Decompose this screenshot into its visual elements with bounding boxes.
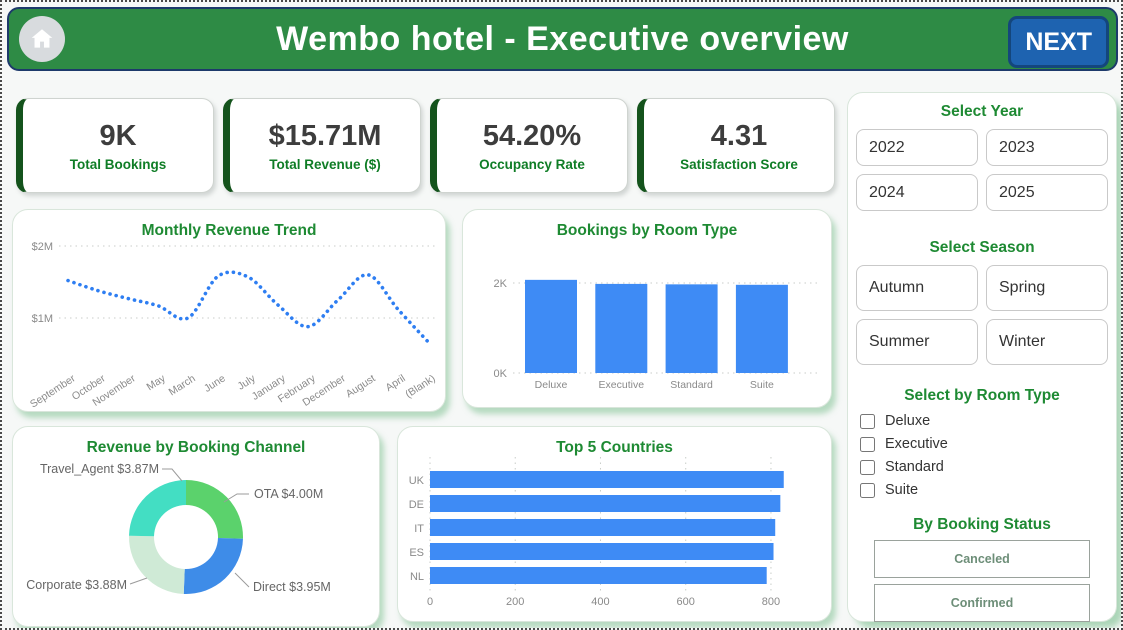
chart-title: Top 5 Countries <box>556 439 673 456</box>
kpi-occupancy-rate: 54.20% Occupancy Rate <box>430 98 628 193</box>
kpi-satisfaction-score: 4.31 Satisfaction Score <box>637 98 835 193</box>
checkbox-label: Standard <box>885 459 944 475</box>
season-option-spring[interactable]: Spring <box>986 265 1108 311</box>
home-button[interactable] <box>19 16 65 62</box>
executive-checkbox[interactable] <box>860 436 875 452</box>
kpi-value: 9K <box>99 119 137 152</box>
bookings-by-room-type-card: Bookings by Room Type 2K 0K Deluxe Executiv… <box>462 209 832 408</box>
monthly-revenue-trend-card: Monthly Revenue Trend $2M $1M September Oct… <box>12 209 446 412</box>
svg-text:Standard: Standard <box>670 379 713 391</box>
svg-text:May: May <box>144 372 168 393</box>
svg-text:ES: ES <box>409 547 424 559</box>
select-room-type-title: Select by Room Type <box>904 387 1060 404</box>
svg-text:August: August <box>344 372 378 400</box>
checkbox-label: Deluxe <box>885 413 931 429</box>
svg-text:0: 0 <box>427 596 433 608</box>
revenue-by-booking-channel-chart[interactable]: OTA $4.00M Direct $3.95M Corporate $3.88M T… <box>13 427 381 628</box>
svg-text:June: June <box>202 372 228 395</box>
status-option-canceled[interactable]: Canceled <box>874 540 1090 578</box>
svg-text:2K: 2K <box>494 278 508 290</box>
standard-checkbox[interactable] <box>860 459 875 475</box>
page-title: Wembo hotel - Executive overview <box>276 19 849 58</box>
suite-checkbox[interactable] <box>860 482 875 498</box>
svg-text:NL: NL <box>410 571 424 583</box>
svg-text:600: 600 <box>677 596 695 608</box>
year-option-2025[interactable]: 2025 <box>986 174 1108 211</box>
bookings-by-room-type-chart[interactable]: 2K 0K Deluxe Executive Standard Suite <box>463 210 833 409</box>
season-slicer: Autumn Spring Summer Winter <box>856 265 1108 365</box>
svg-text:200: 200 <box>506 596 524 608</box>
year-option-2024[interactable]: 2024 <box>856 174 978 211</box>
kpi-value: $15.71M <box>268 119 382 152</box>
chart-title: Revenue by Booking Channel <box>86 439 306 456</box>
svg-text:Suite: Suite <box>750 379 774 391</box>
deluxe-checkbox[interactable] <box>860 413 875 429</box>
svg-text:Deluxe: Deluxe <box>535 379 568 391</box>
kpi-value: 54.20% <box>482 119 582 152</box>
top-5-countries-chart[interactable]: 0 200 400 600 800 UK DE IT ES NL <box>398 427 833 623</box>
kpi-value: 4.31 <box>710 119 768 152</box>
year-slicer: 2022 2023 2024 2025 <box>856 129 1108 211</box>
checkbox-label: Suite <box>885 482 919 498</box>
svg-text:DE: DE <box>409 499 424 511</box>
kpi-label: Total Bookings <box>69 156 167 172</box>
chart-title: Monthly Revenue Trend <box>141 222 317 239</box>
kpi-label: Occupancy Rate <box>479 156 585 172</box>
svg-text:400: 400 <box>591 596 609 608</box>
year-option-2023[interactable]: 2023 <box>986 129 1108 166</box>
kpi-label: Satisfaction Score <box>680 156 798 172</box>
room-option-standard: Standard <box>860 459 1108 475</box>
booking-status-title: By Booking Status <box>913 516 1051 533</box>
svg-text:IT: IT <box>414 523 424 535</box>
svg-text:UK: UK <box>409 475 425 487</box>
svg-text:Corporate $3.88M: Corporate $3.88M <box>26 578 127 592</box>
select-year-title: Select Year <box>940 103 1024 120</box>
year-option-2022[interactable]: 2022 <box>856 129 978 166</box>
room-option-suite: Suite <box>860 482 1108 498</box>
chart-title: Bookings by Room Type <box>556 222 738 239</box>
next-button[interactable]: NEXT <box>1008 16 1109 68</box>
svg-text:Travel_Agent $3.87M: Travel_Agent $3.87M <box>40 462 159 476</box>
room-option-deluxe: Deluxe <box>860 413 1108 429</box>
svg-text:March: March <box>167 372 198 398</box>
header-bar: Wembo hotel - Executive overview NEXT <box>7 7 1118 71</box>
filter-sidebar: Select Year 2022 2023 2024 2025 Select S… <box>847 92 1117 622</box>
svg-text:0K: 0K <box>494 368 508 380</box>
svg-text:Executive: Executive <box>599 379 645 391</box>
top-5-countries-card: Top 5 Countries 0 200 400 600 800 UK DE IT ES NL <box>397 426 832 622</box>
kpi-total-bookings: 9K Total Bookings <box>16 98 214 193</box>
kpi-label: Total Revenue ($) <box>269 156 381 172</box>
room-option-executive: Executive <box>860 436 1108 452</box>
checkbox-label: Executive <box>885 436 948 452</box>
revenue-by-booking-channel-card: Revenue by Booking Channel OTA $4.00M Dir… <box>12 426 380 627</box>
svg-text:(Blank): (Blank) <box>403 372 437 400</box>
season-option-summer[interactable]: Summer <box>856 319 978 365</box>
svg-text:800: 800 <box>762 596 780 608</box>
status-option-confirmed[interactable]: Confirmed <box>874 584 1090 622</box>
room-type-slicer: Deluxe Executive Standard Suite <box>856 413 1108 498</box>
svg-text:OTA $4.00M: OTA $4.00M <box>254 487 323 501</box>
kpi-total-revenue: $15.71M Total Revenue ($) <box>223 98 421 193</box>
svg-text:Direct $3.95M: Direct $3.95M <box>253 580 331 594</box>
season-option-autumn[interactable]: Autumn <box>856 265 978 311</box>
svg-text:$1M: $1M <box>32 313 53 325</box>
home-icon <box>31 29 53 48</box>
select-season-title: Select Season <box>929 239 1035 256</box>
season-option-winter[interactable]: Winter <box>986 319 1108 365</box>
svg-text:$2M: $2M <box>32 241 53 253</box>
